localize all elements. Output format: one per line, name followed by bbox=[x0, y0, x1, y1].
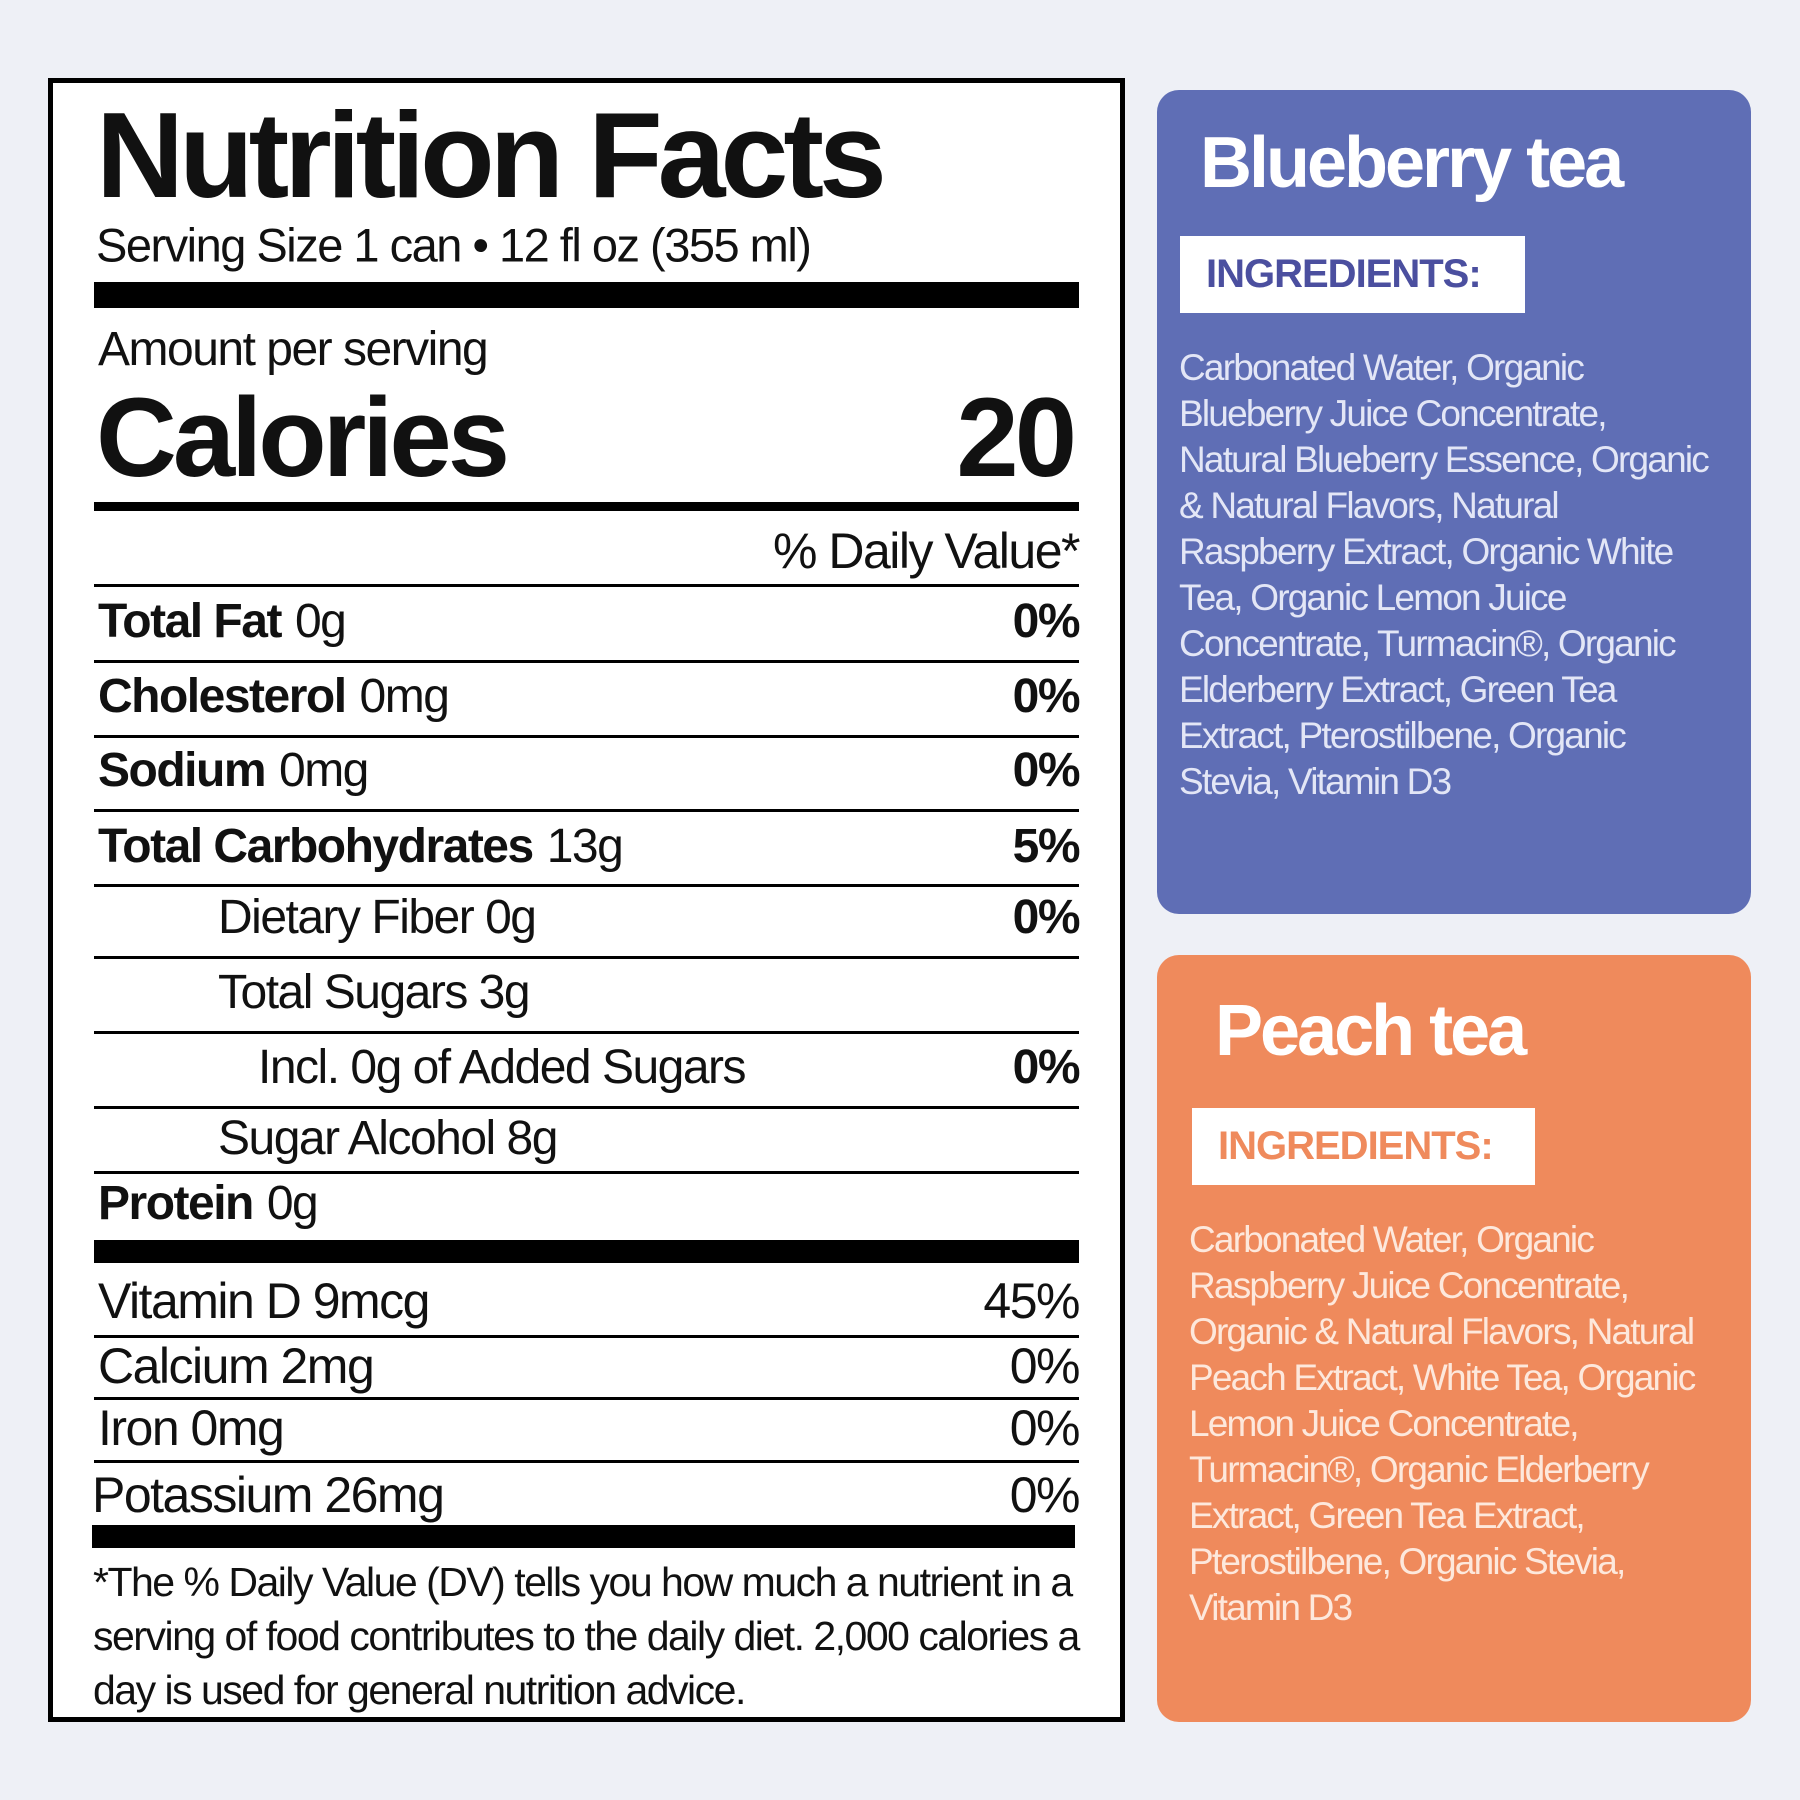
ingredients-label: INGREDIENTS: bbox=[1180, 236, 1525, 313]
divider bbox=[94, 282, 1079, 308]
nutrient-row: Incl. 0g of Added Sugars bbox=[258, 1041, 747, 1094]
divider bbox=[94, 502, 1079, 511]
daily-value: 0% bbox=[1012, 891, 1081, 944]
nutrient-row: Total Fat 0g bbox=[98, 595, 347, 648]
ingredients-text: Carbonated Water, Organic Blueberry Juic… bbox=[1179, 347, 1710, 802]
daily-value: 5% bbox=[1012, 820, 1081, 873]
label-title: Nutrition Facts bbox=[96, 87, 887, 223]
daily-value: 0% bbox=[1009, 1338, 1081, 1394]
divider bbox=[94, 1397, 1079, 1400]
nutrient-row: Total Carbohydrates 13g bbox=[98, 820, 624, 873]
calories-value: 20 bbox=[956, 375, 1077, 500]
nutrient-name: Cholesterol bbox=[98, 670, 347, 723]
divider bbox=[94, 735, 1079, 738]
nutrient-amount: 0g bbox=[266, 1177, 319, 1230]
divider bbox=[94, 660, 1079, 663]
daily-value: 45% bbox=[983, 1273, 1080, 1329]
nutrient-name: Incl. 0g of Added Sugars bbox=[258, 1041, 747, 1094]
nutrient-name: Protein bbox=[98, 1177, 254, 1230]
divider bbox=[94, 1031, 1079, 1034]
ingredients-text: Carbonated Water, Organic Raspberry Juic… bbox=[1189, 1219, 1696, 1628]
daily-value: 0% bbox=[1009, 1400, 1081, 1456]
divider bbox=[94, 1171, 1079, 1174]
nutrient-name: Total Fat bbox=[98, 595, 282, 648]
divider bbox=[94, 1335, 1079, 1338]
peach-panel bbox=[1157, 955, 1751, 1722]
nutrient-row: Cholesterol 0mg bbox=[98, 670, 450, 723]
blueberry-panel bbox=[1157, 90, 1751, 914]
divider bbox=[94, 1460, 1079, 1463]
divider bbox=[94, 884, 1079, 887]
divider bbox=[94, 1106, 1079, 1109]
divider bbox=[94, 1240, 1079, 1263]
nutrient-name: Sugar Alcohol 8g bbox=[218, 1112, 558, 1165]
nutrient-name: Total Sugars 3g bbox=[218, 966, 531, 1019]
footnote: *The % Daily Value (DV) tells you how mu… bbox=[93, 1559, 1080, 1713]
divider bbox=[94, 809, 1079, 812]
product-title: Peach tea bbox=[1215, 991, 1527, 1071]
divider bbox=[92, 1525, 1075, 1548]
calories-label: Calories bbox=[96, 375, 510, 500]
nutrient-row: Dietary Fiber 0g bbox=[218, 891, 537, 944]
serving-size: Serving Size 1 can • 12 fl oz (355 ml) bbox=[96, 218, 812, 272]
product-title: Blueberry tea bbox=[1200, 123, 1624, 203]
vitamin-name: Potassium 26mg bbox=[92, 1467, 445, 1523]
amount-per-serving: Amount per serving bbox=[98, 323, 489, 376]
nutrient-amount: 0g bbox=[294, 595, 347, 648]
vitamin-name: Vitamin D 9mcg bbox=[98, 1273, 430, 1329]
divider bbox=[94, 956, 1079, 959]
nutrient-name: Sodium bbox=[98, 744, 267, 797]
nutrient-amount: 0mg bbox=[359, 670, 450, 723]
daily-value-header: % Daily Value* bbox=[772, 523, 1081, 579]
nutrient-row: Protein 0g bbox=[98, 1177, 319, 1230]
nutrient-row: Sodium 0mg bbox=[98, 744, 369, 797]
nutrition-label bbox=[48, 78, 1125, 1722]
daily-value: 0% bbox=[1012, 595, 1081, 648]
nutrient-name: Total Carbohydrates bbox=[98, 820, 534, 873]
nutrient-amount: 0mg bbox=[279, 744, 369, 797]
daily-value: 0% bbox=[1009, 1467, 1081, 1523]
vitamin-name: Calcium 2mg bbox=[98, 1338, 375, 1394]
nutrient-row: Total Sugars 3g bbox=[218, 966, 531, 1019]
nutrient-row: Sugar Alcohol 8g bbox=[218, 1112, 558, 1165]
vitamin-name: Iron 0mg bbox=[98, 1400, 285, 1456]
daily-value: 0% bbox=[1012, 744, 1081, 797]
nutrient-name: Dietary Fiber 0g bbox=[218, 891, 537, 944]
daily-value: 0% bbox=[1012, 670, 1081, 723]
daily-value: 0% bbox=[1012, 1041, 1081, 1094]
nutrient-amount: 13g bbox=[546, 820, 624, 873]
divider bbox=[94, 584, 1079, 587]
ingredients-label: INGREDIENTS: bbox=[1192, 1108, 1535, 1185]
